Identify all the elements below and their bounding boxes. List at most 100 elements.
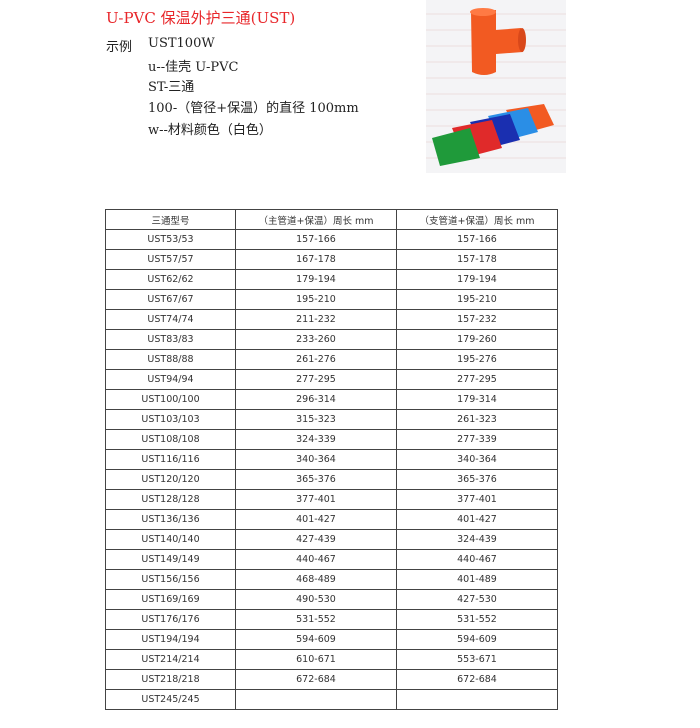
colored-tee-fittings [432, 104, 554, 166]
model-cell: UST62/62 [105, 269, 236, 290]
model-cell: UST128/128 [105, 489, 236, 510]
main-perimeter-cell: 315-323 [235, 409, 397, 430]
main-perimeter-cell: 233-260 [235, 329, 397, 350]
model-cell: UST120/120 [105, 469, 236, 490]
table-row: UST57/57 167-178 157-178 [105, 249, 558, 270]
main-perimeter-cell: 440-467 [235, 549, 397, 570]
table-row: UST176/176 531-552 531-552 [105, 609, 558, 630]
table-row: UST169/169 490-530 427-530 [105, 589, 558, 610]
table-row: UST149/149 440-467 440-467 [105, 549, 558, 570]
model-cell: UST53/53 [105, 229, 236, 250]
table-row: UST88/88 261-276 195-276 [105, 349, 558, 370]
branch-perimeter-cell: 157-232 [396, 309, 558, 330]
table-row: UST140/140 427-439 324-439 [105, 529, 558, 550]
model-cell: UST194/194 [105, 629, 236, 650]
table-header-row: 三通型号 （主管道+保温）周长 mm （支管道+保温）周长 mm [105, 209, 558, 230]
branch-perimeter-cell: 179-194 [396, 269, 558, 290]
orange-tee-fitting [470, 8, 526, 75]
main-perimeter-cell: 401-427 [235, 509, 397, 530]
main-perimeter-cell: 427-439 [235, 529, 397, 550]
example-line: u--佳壳 U-PVC [148, 60, 239, 75]
main-perimeter-cell: 672-684 [235, 669, 397, 690]
spec-table: 三通型号 （主管道+保温）周长 mm （支管道+保温）周长 mm UST53/5… [105, 209, 558, 710]
main-perimeter-cell: 365-376 [235, 469, 397, 490]
branch-perimeter-cell: 179-260 [396, 329, 558, 350]
example-label: 示例 [106, 40, 133, 55]
example-line: ST-三通 [148, 80, 195, 95]
column-header: （支管道+保温）周长 mm [396, 209, 558, 230]
page-title: U-PVC 保温外护三通(UST) [106, 9, 296, 27]
table-row: UST103/103 315-323 261-323 [105, 409, 558, 430]
main-perimeter-cell: 277-295 [235, 369, 397, 390]
table-row: UST218/218 672-684 672-684 [105, 669, 558, 690]
table-row: UST53/53 157-166 157-166 [105, 229, 558, 250]
main-perimeter-cell: 531-552 [235, 609, 397, 630]
table-row: UST67/67 195-210 195-210 [105, 289, 558, 310]
example-code: UST100W [148, 36, 215, 51]
main-perimeter-cell: 468-489 [235, 569, 397, 590]
model-cell: UST136/136 [105, 509, 236, 530]
example-line: w--材料颜色（白色） [148, 123, 272, 138]
model-cell: UST116/116 [105, 449, 236, 470]
branch-perimeter-cell: 195-210 [396, 289, 558, 310]
table-row: UST214/214 610-671 553-671 [105, 649, 558, 670]
branch-perimeter-cell: 179-314 [396, 389, 558, 410]
main-perimeter-cell: 340-364 [235, 449, 397, 470]
table-row: UST116/116 340-364 340-364 [105, 449, 558, 470]
model-cell: UST218/218 [105, 669, 236, 690]
branch-perimeter-cell: 553-671 [396, 649, 558, 670]
table-row: UST136/136 401-427 401-427 [105, 509, 558, 530]
branch-perimeter-cell: 365-376 [396, 469, 558, 490]
table-row: UST120/120 365-376 365-376 [105, 469, 558, 490]
model-cell: UST103/103 [105, 409, 236, 430]
table-row: UST62/62 179-194 179-194 [105, 269, 558, 290]
model-cell: UST57/57 [105, 249, 236, 270]
model-cell: UST149/149 [105, 549, 236, 570]
main-perimeter-cell: 157-166 [235, 229, 397, 250]
branch-perimeter-cell: 594-609 [396, 629, 558, 650]
branch-perimeter-cell: 672-684 [396, 669, 558, 690]
model-cell: UST214/214 [105, 649, 236, 670]
table-row: UST94/94 277-295 277-295 [105, 369, 558, 390]
main-perimeter-cell: 377-401 [235, 489, 397, 510]
column-header: 三通型号 [105, 209, 236, 230]
main-perimeter-cell: 324-339 [235, 429, 397, 450]
model-cell: UST169/169 [105, 589, 236, 610]
table-row: UST128/128 377-401 377-401 [105, 489, 558, 510]
main-perimeter-cell [235, 689, 397, 710]
model-cell: UST176/176 [105, 609, 236, 630]
branch-perimeter-cell: 277-339 [396, 429, 558, 450]
branch-perimeter-cell: 401-489 [396, 569, 558, 590]
branch-perimeter-cell [396, 689, 558, 710]
main-perimeter-cell: 167-178 [235, 249, 397, 270]
model-cell: UST83/83 [105, 329, 236, 350]
branch-perimeter-cell: 195-276 [396, 349, 558, 370]
model-cell: UST94/94 [105, 369, 236, 390]
model-cell: UST88/88 [105, 349, 236, 370]
model-cell: UST67/67 [105, 289, 236, 310]
example-line: 100-（管径+保温）的直径 100mm [148, 101, 359, 116]
model-cell: UST245/245 [105, 689, 236, 710]
branch-perimeter-cell: 440-467 [396, 549, 558, 570]
main-perimeter-cell: 179-194 [235, 269, 397, 290]
model-cell: UST156/156 [105, 569, 236, 590]
branch-perimeter-cell: 157-178 [396, 249, 558, 270]
main-perimeter-cell: 195-210 [235, 289, 397, 310]
table-row: UST74/74 211-232 157-232 [105, 309, 558, 330]
table-row: UST100/100 296-314 179-314 [105, 389, 558, 410]
branch-perimeter-cell: 277-295 [396, 369, 558, 390]
branch-perimeter-cell: 401-427 [396, 509, 558, 530]
model-cell: UST74/74 [105, 309, 236, 330]
table-row: UST83/83 233-260 179-260 [105, 329, 558, 350]
branch-perimeter-cell: 377-401 [396, 489, 558, 510]
branch-perimeter-cell: 427-530 [396, 589, 558, 610]
model-cell: UST100/100 [105, 389, 236, 410]
branch-perimeter-cell: 324-439 [396, 529, 558, 550]
model-cell: UST140/140 [105, 529, 236, 550]
table-row: UST194/194 594-609 594-609 [105, 629, 558, 650]
branch-perimeter-cell: 157-166 [396, 229, 558, 250]
main-perimeter-cell: 261-276 [235, 349, 397, 370]
main-perimeter-cell: 211-232 [235, 309, 397, 330]
main-perimeter-cell: 490-530 [235, 589, 397, 610]
model-cell: UST108/108 [105, 429, 236, 450]
